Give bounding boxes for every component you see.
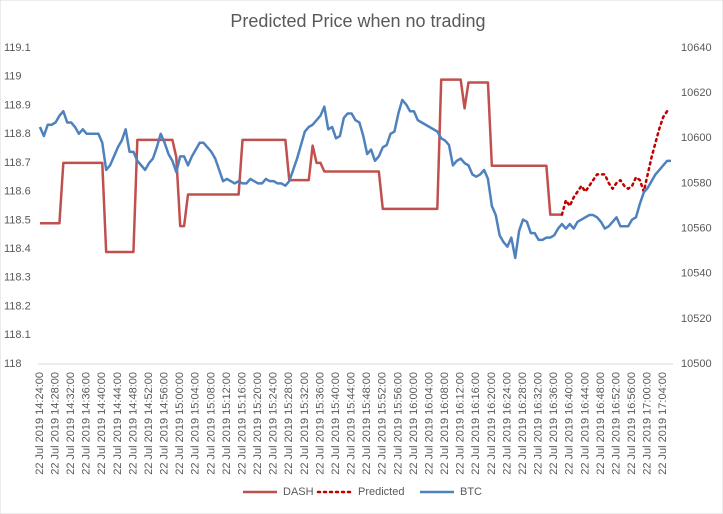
x-tick-label: 22 Jul 2019 16:36:00	[548, 372, 560, 475]
y2-tick-label: 10540	[681, 268, 712, 280]
x-tick-label: 22 Jul 2019 16:20:00	[486, 372, 498, 475]
y-tick-label: 118.5	[4, 214, 31, 226]
x-tick-label: 22 Jul 2019 14:56:00	[159, 372, 171, 475]
x-tick-label: 22 Jul 2019 14:28:00	[49, 372, 61, 475]
x-tick-label: 22 Jul 2019 14:40:00	[96, 372, 108, 475]
x-tick-label: 22 Jul 2019 14:48:00	[127, 372, 139, 475]
x-tick-label: 22 Jul 2019 16:32:00	[533, 372, 545, 475]
x-tick-label: 22 Jul 2019 15:44:00	[346, 372, 358, 475]
y-tick-label: 118.2	[4, 300, 31, 312]
y-tick-label: 118.8	[4, 128, 31, 140]
y-tick-label: 118.7	[4, 157, 31, 169]
x-tick-label: 22 Jul 2019 15:56:00	[392, 372, 404, 475]
y-tick-label: 118.1	[4, 329, 31, 341]
y2-tick-label: 10600	[681, 132, 712, 144]
series-line	[560, 109, 669, 216]
y-tick-label: 118	[4, 358, 22, 370]
y2-tick-label: 10520	[681, 313, 712, 325]
y-tick-label: 118.4	[4, 243, 31, 255]
x-tick-label: 22 Jul 2019 15:36:00	[314, 372, 326, 475]
x-tick-label: 22 Jul 2019 15:20:00	[252, 372, 264, 475]
y-tick-label: 119	[4, 71, 22, 83]
x-tick-label: 22 Jul 2019 14:44:00	[112, 372, 124, 475]
y-tick-label: 118.6	[4, 186, 31, 198]
x-tick-label: 22 Jul 2019 16:00:00	[408, 372, 420, 475]
x-tick-label: 22 Jul 2019 16:24:00	[501, 372, 513, 475]
y2-tick-label: 10620	[681, 87, 712, 99]
y-tick-label: 118.9	[4, 99, 31, 111]
x-tick-label: 22 Jul 2019 16:52:00	[610, 372, 622, 475]
x-tick-label: 22 Jul 2019 15:40:00	[330, 372, 342, 475]
x-tick-label: 22 Jul 2019 15:32:00	[299, 372, 311, 475]
x-tick-label: 22 Jul 2019 15:16:00	[236, 372, 248, 475]
legend-label: BTC	[460, 486, 482, 498]
x-tick-label: 22 Jul 2019 16:56:00	[626, 372, 638, 475]
y-tick-label: 119.1	[4, 42, 31, 54]
x-tick-label: 22 Jul 2019 16:44:00	[579, 372, 591, 475]
legend-label: Predicted	[358, 486, 404, 498]
x-tick-label: 22 Jul 2019 14:32:00	[65, 372, 77, 475]
x-tick-label: 22 Jul 2019 15:48:00	[361, 372, 373, 475]
x-tick-label: 22 Jul 2019 15:08:00	[205, 372, 217, 475]
chart-title: Predicted Price when no trading	[230, 11, 485, 31]
x-tick-label: 22 Jul 2019 14:36:00	[81, 372, 93, 475]
x-tick-label: 22 Jul 2019 15:00:00	[174, 372, 186, 475]
x-tick-label: 22 Jul 2019 14:52:00	[143, 372, 155, 475]
y2-tick-label: 10640	[681, 42, 712, 54]
x-tick-label: 22 Jul 2019 16:48:00	[595, 372, 607, 475]
x-tick-label: 22 Jul 2019 15:28:00	[283, 372, 295, 475]
x-tick-label: 22 Jul 2019 15:24:00	[268, 372, 280, 475]
series-line	[38, 98, 672, 260]
y2-tick-label: 10500	[681, 358, 712, 370]
x-tick-label: 22 Jul 2019 16:40:00	[564, 372, 576, 475]
x-tick-label: 22 Jul 2019 15:04:00	[190, 372, 202, 475]
x-tick-label: 22 Jul 2019 16:08:00	[439, 372, 451, 475]
x-tick-label: 22 Jul 2019 16:16:00	[470, 372, 482, 475]
x-tick-label: 22 Jul 2019 17:00:00	[642, 372, 654, 475]
legend-label: DASH	[283, 486, 314, 498]
x-tick-label: 22 Jul 2019 15:12:00	[221, 372, 233, 475]
x-tick-label: 22 Jul 2019 15:52:00	[377, 372, 389, 475]
y-tick-label: 118.3	[4, 272, 31, 284]
y2-tick-label: 10580	[681, 177, 712, 189]
y2-tick-label: 10560	[681, 222, 712, 234]
x-tick-label: 22 Jul 2019 16:28:00	[517, 372, 529, 475]
x-tick-label: 22 Jul 2019 16:12:00	[455, 372, 467, 475]
x-tick-label: 22 Jul 2019 14:24:00	[34, 372, 46, 475]
x-tick-label: 22 Jul 2019 16:04:00	[423, 372, 435, 475]
series-line	[39, 78, 562, 254]
x-tick-label: 22 Jul 2019 17:04:00	[657, 372, 669, 475]
